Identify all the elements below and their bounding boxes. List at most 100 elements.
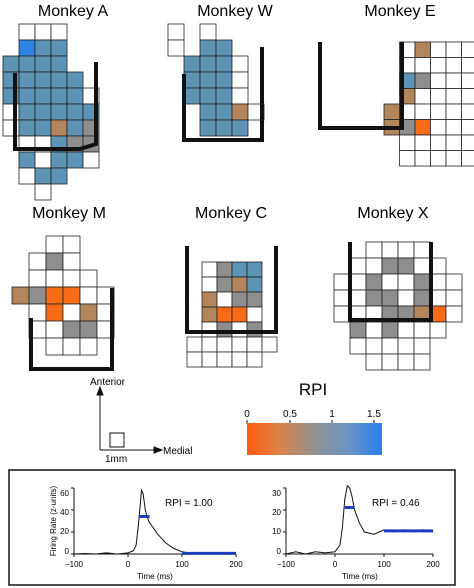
map-cell (445, 72, 462, 89)
map-cell (231, 351, 248, 368)
map-cell (430, 88, 447, 105)
map-cell (11, 286, 30, 305)
map-cell (50, 151, 68, 169)
map-cell (413, 257, 431, 275)
ex1-ytick-0: 60 (60, 489, 69, 498)
map-cell (167, 39, 185, 57)
map-cell (28, 286, 47, 305)
map-cell (430, 134, 447, 151)
rpi-tick-3: 1.5 (367, 409, 381, 420)
map-cell (201, 336, 218, 353)
map-cell (167, 23, 185, 41)
map-cell (445, 57, 462, 74)
example-2-rpi: RPI = 0.46 (372, 498, 420, 509)
map-cell (413, 289, 431, 307)
map-cell (445, 273, 463, 291)
map-cell (414, 88, 431, 105)
map-cell (18, 39, 36, 57)
map-cell (365, 289, 383, 307)
map-grid (2, 23, 100, 201)
ex2-xtick-2: 100 (377, 560, 391, 569)
map-cell (333, 305, 351, 323)
example-plot-2 (283, 484, 434, 557)
map-cell (66, 87, 84, 105)
map-cell (34, 119, 52, 137)
map-cell (215, 103, 233, 121)
ex1-ylabel: Firing Rate (z-units) (49, 486, 58, 557)
rpi-tick-0: 0 (244, 409, 250, 420)
map-cell (216, 336, 233, 353)
map-cell (199, 23, 217, 41)
map-cell (365, 337, 383, 355)
ex1-ytick-2: 20 (60, 527, 69, 536)
boundary-monkey-m (29, 288, 114, 371)
map-cell (231, 55, 249, 73)
rpi-scale-title: RPI (299, 380, 327, 399)
map-cell (231, 291, 248, 308)
map-cell (461, 41, 474, 58)
map-cell (413, 337, 431, 355)
map-grid (167, 23, 265, 137)
map-cell (430, 119, 447, 136)
ex1-ytick-3: 0 (65, 547, 70, 556)
recording-maps (2, 23, 474, 371)
map-cell (199, 119, 217, 137)
map-cell (18, 119, 36, 137)
map-cell (216, 351, 233, 368)
map-cell (82, 151, 100, 169)
ex2-xtick-1: 0 (333, 560, 338, 569)
example-plot-1 (71, 487, 237, 557)
map-cell (349, 321, 367, 339)
map-cell (18, 23, 36, 41)
map-cell (445, 134, 462, 151)
map-cell (201, 261, 218, 278)
map-cell (397, 337, 415, 355)
map-cell (397, 321, 415, 339)
map-cell (79, 303, 98, 322)
ex2-ytick-3: 0 (277, 547, 282, 556)
map-cell (34, 71, 52, 89)
map-cell (413, 353, 431, 371)
anterior-arrowhead (96, 385, 104, 396)
map-cell (66, 151, 84, 169)
map-cell (34, 167, 52, 185)
title-monkey-x: Monkey X (357, 205, 428, 222)
map-cell (79, 320, 98, 339)
map-cell (414, 150, 431, 167)
map-cell (414, 57, 431, 74)
map-cell (79, 337, 98, 356)
map-cell (430, 41, 447, 58)
map-cell (445, 41, 462, 58)
map-cell (397, 353, 415, 371)
map-cell (34, 151, 52, 169)
map-cell (381, 257, 399, 275)
map-cell (62, 252, 81, 271)
map-cell (231, 71, 249, 89)
map-cell (62, 303, 81, 322)
boundary-monkey-w (182, 47, 264, 142)
map-cell (50, 71, 68, 89)
map-cell (381, 241, 399, 259)
map-cell (430, 150, 447, 167)
map-cell (216, 276, 233, 293)
map-cell (413, 321, 431, 339)
map-cell (28, 252, 47, 271)
map-cell (365, 353, 383, 371)
map-cell (66, 71, 84, 89)
map-cell (62, 286, 81, 305)
rpi-colorbar (247, 423, 382, 455)
map-cell (381, 337, 399, 355)
map-cell (186, 336, 203, 353)
map-cell (45, 269, 64, 288)
map-cell (333, 273, 351, 291)
title-monkey-m: Monkey M (32, 205, 106, 222)
map-cell (215, 71, 233, 89)
map-cell (2, 55, 20, 73)
map-cell (397, 273, 415, 291)
map-cell (445, 103, 462, 120)
map-grid (333, 241, 463, 371)
ex1-xlabel: Time (ms) (137, 572, 173, 581)
map-cell (45, 286, 64, 305)
map-cell (413, 273, 431, 291)
